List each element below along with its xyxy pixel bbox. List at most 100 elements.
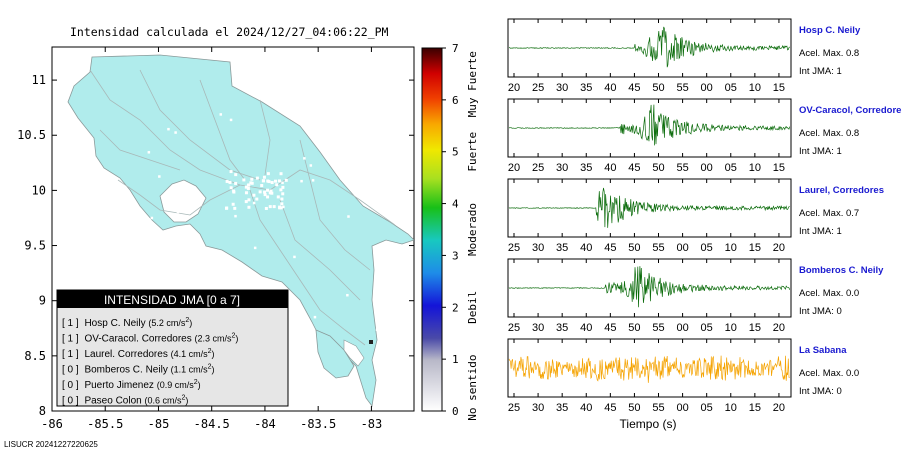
waveform-x-tick-label: 15: [749, 322, 761, 334]
legend-item: [ 1 ] OV-Caracol. Corredores (2.3 cm/s2): [62, 333, 238, 345]
legend-item-sup: 2: [182, 395, 186, 402]
waveform-x-tick-label: 00: [676, 402, 688, 414]
waveform-x-tick-label: 45: [628, 82, 640, 94]
waveform-x-tick-label: 35: [556, 402, 568, 414]
town-marker: [280, 202, 284, 206]
waveform-x-tick-label: 35: [556, 322, 568, 334]
town-marker: [266, 179, 270, 183]
map-y-tick-label: 8: [39, 404, 46, 418]
legend-box: [56, 289, 289, 407]
map-x-tick-label: -86: [41, 417, 63, 431]
waveform-x-tick-label: 00: [676, 242, 688, 254]
town-marker: [307, 76, 311, 80]
town-marker: [174, 131, 177, 134]
waveform-x-tick-label: 20: [773, 402, 785, 414]
waveform-x-tick-label: 05: [701, 242, 713, 254]
town-marker: [234, 181, 238, 185]
waveform-x-tick-label: 55: [676, 162, 688, 174]
map-y-tick-label: 10.5: [17, 128, 46, 142]
legend-items: [ 1 ] Hosp C. Neily (5.2 cm/s2) [ 1 ] OV-…: [62, 317, 238, 407]
waveform-trace: [508, 355, 790, 383]
town-marker: [282, 205, 285, 209]
waveform-x-tick-label: 40: [580, 242, 592, 254]
map-y-tick-label: 8.5: [24, 349, 46, 363]
town-marker: [300, 179, 303, 183]
waveform-x-tick-label: 10: [725, 322, 737, 334]
waveform-x-tick-label: 10: [725, 402, 737, 414]
waveform-x-tick-label: 40: [604, 162, 616, 174]
legend-item-level: [ 0 ]: [62, 380, 81, 391]
town-marker: [281, 181, 284, 185]
waveform-x-tick-label: 05: [725, 82, 737, 94]
waveform-x-tick-label: 20: [773, 242, 785, 254]
legend-item-value: (0.6 cm/s: [145, 396, 183, 406]
town-marker: [247, 205, 251, 209]
town-marker: [228, 180, 232, 184]
town-marker: [309, 164, 313, 167]
town-marker: [158, 175, 161, 178]
town-marker: [225, 179, 229, 183]
waveform-panel: 25 30 35 40 45 50 55 00 05 10 15 20 La Sabana Acel. M…: [507, 338, 859, 414]
waveform-x-tick-label: 55: [652, 322, 664, 334]
town-marker: [244, 200, 248, 204]
waveform-x-tick-label: 25: [532, 162, 544, 174]
waveform-x-tick-label: 15: [749, 242, 761, 254]
town-marker: [269, 189, 273, 193]
colorbar-tick-label: 7: [452, 42, 459, 55]
legend-item: [ 0 ] Puerto Jimenez (0.9 cm/s2): [62, 379, 201, 391]
town-marker: [347, 215, 350, 218]
waveform-jma: Int JMA: 1: [799, 66, 842, 77]
waveform-x-tick-label: 30: [532, 402, 544, 414]
waveform-x-tick-label: 50: [652, 162, 664, 174]
map-title: Intensidad calculada el 2024/12/27_04:06…: [70, 25, 389, 39]
map-x-tick-label: -83: [361, 417, 383, 431]
waveform-x-tick-label: 30: [532, 242, 544, 254]
map-x-tick-label: -83.5: [300, 417, 336, 431]
waveform-x-tick-label: 15: [749, 402, 761, 414]
town-marker: [148, 257, 152, 261]
town-marker: [127, 248, 131, 252]
waveform-x-tick-label: 45: [604, 322, 616, 334]
waveform-x-tick-label: 45: [628, 162, 640, 174]
waveform-station-name: Hosp C. Neily: [799, 25, 861, 36]
town-marker: [258, 190, 262, 194]
waveform-panels: 20 25 30 35 40 45 50 55 00 05 10 15 Hosp C. Neily Ace…: [507, 18, 901, 414]
town-marker: [161, 259, 165, 262]
town-marker: [247, 198, 251, 202]
town-marker: [266, 172, 270, 176]
town-marker: [264, 206, 268, 210]
town-marker: [147, 151, 151, 154]
town-marker: [293, 255, 296, 259]
waveform-x-tick-label: 50: [628, 402, 640, 414]
waveform-accel-max: Acel. Max. 0.7: [799, 208, 859, 219]
town-marker: [262, 175, 266, 179]
legend-item: [ 0 ] Paseo Colon (0.6 cm/s2): [62, 395, 188, 407]
town-marker: [313, 315, 317, 319]
waveform-x-tick-label: 00: [701, 162, 713, 174]
legend-item-sup: 2: [208, 348, 212, 355]
map-y-tick-label: 9: [39, 294, 46, 308]
legend-item-sup: 2: [208, 364, 212, 371]
golfo-dulce: [343, 339, 365, 367]
town-marker: [244, 185, 248, 189]
colorbar-gradient: [421, 47, 443, 412]
colorbar-tick-label: 5: [452, 146, 459, 159]
legend-item-sup: 2: [185, 317, 189, 324]
legend-item: [ 1 ] Hosp C. Neily (5.2 cm/s2): [62, 317, 192, 329]
waveform-panel: 20 25 30 35 40 45 50 55 00 05 10 15 OV-Caracol, Corr…: [507, 98, 901, 174]
colorbar-level-label: No sentido: [466, 355, 479, 421]
legend-item-close: ): [189, 318, 192, 328]
town-marker: [275, 183, 279, 187]
waveform-trace: [508, 187, 790, 228]
waveform-x-label: Tiempo (s): [620, 417, 677, 431]
legend-item-level: [ 1 ]: [62, 334, 81, 345]
waveform-x-tick-label: 35: [580, 162, 592, 174]
intensity-colorbar: 0 1 2 3 4 5 6 7 No sentido Debil Moderado Fuerte Mu…: [421, 42, 479, 421]
intensity-legend: INTENSIDAD JMA [0 a 7] [ 1 ] Hosp C. Nei…: [56, 289, 289, 407]
waveform-x-tick-label: 15: [773, 82, 785, 94]
waveform-x-tick-label: 35: [580, 82, 592, 94]
waveform-x-tick-label: 30: [532, 322, 544, 334]
town-marker: [274, 179, 278, 183]
town-marker: [242, 178, 246, 182]
town-marker: [270, 181, 274, 185]
